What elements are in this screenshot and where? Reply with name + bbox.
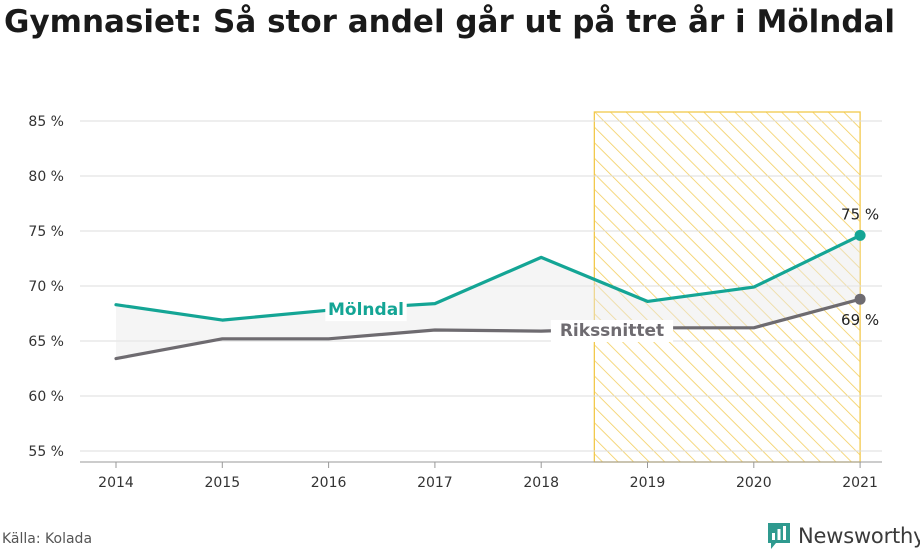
series-label-1: Rikssnittet: [560, 321, 664, 341]
end-label-riks: 69 %: [841, 311, 879, 329]
end-label-molndal: 75 %: [841, 205, 879, 223]
y-tick-label-80: 80 %: [28, 169, 64, 185]
y-tick-label-70: 70 %: [28, 279, 64, 295]
series-label-0: Mölndal: [328, 300, 404, 320]
series-line-1: [114, 297, 862, 361]
source-note: Källa: Kolada: [2, 531, 93, 547]
x-tick-label-2016: 2016: [311, 475, 347, 491]
y-tick-label-85: 85 %: [28, 114, 64, 130]
newsworthy-icon: [768, 523, 790, 549]
series-end-point-0: [854, 229, 866, 241]
series-label-bg-1: [550, 320, 674, 342]
y-tick-label-60: 60 %: [28, 389, 64, 405]
series-line-0: [114, 233, 862, 322]
brand-logo: Newsworthy: [766, 521, 920, 551]
x-tick-label-2017: 2017: [417, 475, 453, 491]
brand-name: Newsworthy: [798, 524, 920, 548]
x-tick-label-2020: 2020: [736, 475, 772, 491]
x-tick-label-2014: 2014: [98, 475, 134, 491]
y-tick-label-75: 75 %: [28, 224, 64, 240]
y-tick-label-65: 65 %: [28, 334, 64, 350]
highlight-range: [593, 111, 861, 463]
x-tick-label-2018: 2018: [523, 475, 559, 491]
y-tick-label-55: 55 %: [28, 444, 64, 460]
x-tick-label-2015: 2015: [204, 475, 240, 491]
x-tick-label-2019: 2019: [630, 475, 666, 491]
chart-title: Gymnasiet: Så stor andel går ut på tre å…: [4, 4, 896, 40]
series-end-point-1: [854, 293, 866, 305]
x-tick-label-2021: 2021: [842, 475, 878, 491]
series-label-bg-0: [325, 299, 407, 322]
